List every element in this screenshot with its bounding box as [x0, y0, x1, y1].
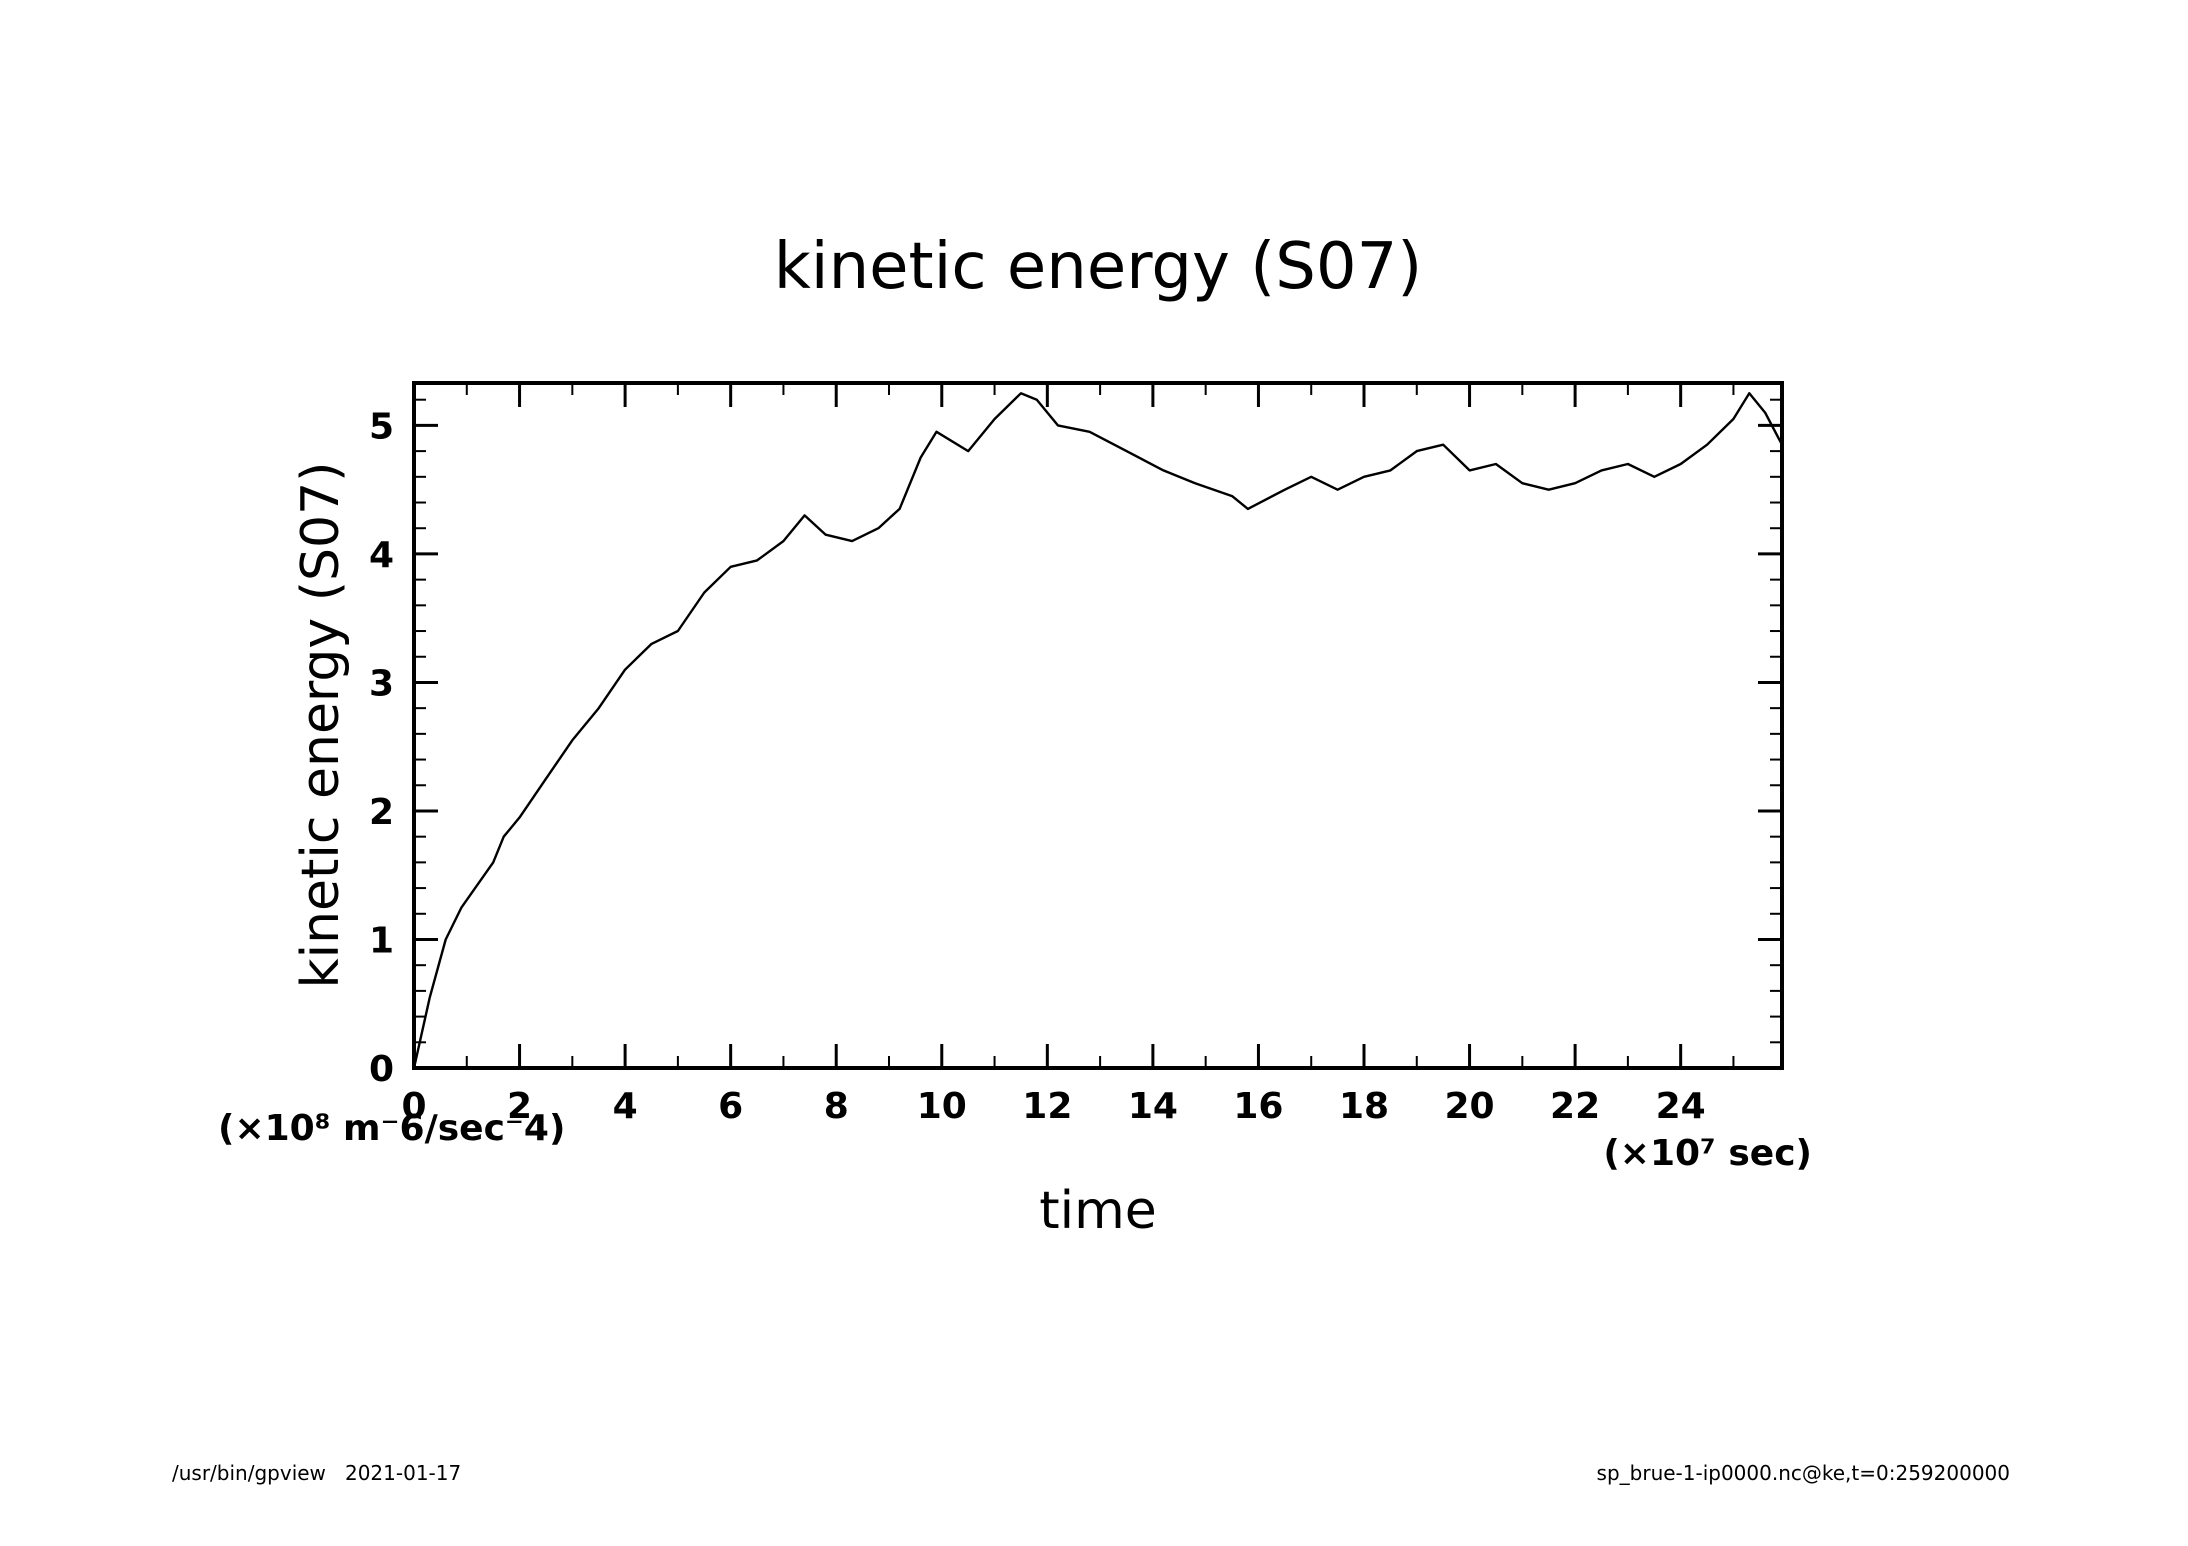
y-tick-label: 4 [369, 535, 394, 576]
y-unit-label: (×10⁸ m⁻6/sec⁻4) [218, 1108, 565, 1149]
y-tick-label: 1 [369, 920, 394, 961]
y-axis-label: kinetic energy (S07) [291, 462, 351, 989]
x-tick-label: 22 [1550, 1086, 1600, 1127]
x-tick-label: 4 [613, 1086, 638, 1127]
y-tick-label: 2 [369, 792, 394, 833]
y-ticks [414, 398, 1782, 1070]
x-unit-label: (×10⁷ sec) [1603, 1133, 1812, 1174]
chart-title: kinetic energy (S07) [774, 230, 1423, 304]
x-tick-label: 16 [1233, 1086, 1283, 1127]
plot-frame [412, 381, 1784, 1070]
x-tick-label: 18 [1339, 1086, 1389, 1127]
data-series-line [412, 392, 1784, 1069]
x-tick-label: 24 [1656, 1086, 1706, 1127]
x-tick-label: 6 [718, 1086, 743, 1127]
x-tick-label: 8 [824, 1086, 849, 1127]
x-tick-label: 14 [1128, 1086, 1178, 1127]
y-tick-label: 5 [369, 406, 394, 447]
x-tick-label: 2 [507, 1086, 532, 1127]
footer-left: /usr/bin/gpview 2021-01-17 [172, 1461, 461, 1485]
x-tick-label: 10 [917, 1086, 967, 1127]
y-tick-labels: 0 1 2 3 4 5 [369, 406, 394, 1090]
x-tick-label: 0 [401, 1086, 426, 1127]
y-tick-label: 3 [369, 663, 394, 704]
y-tick-label: 0 [369, 1049, 394, 1090]
x-tick-label: 12 [1022, 1086, 1072, 1127]
x-tick-labels: 0 2 4 6 8 10 12 14 16 18 20 22 24 [401, 1086, 1705, 1127]
x-axis-label: time [1039, 1181, 1156, 1241]
x-tick-label: 20 [1445, 1086, 1495, 1127]
footer-right: sp_brue-1-ip0000.nc@ke,t=0:259200000 [1597, 1461, 2010, 1485]
